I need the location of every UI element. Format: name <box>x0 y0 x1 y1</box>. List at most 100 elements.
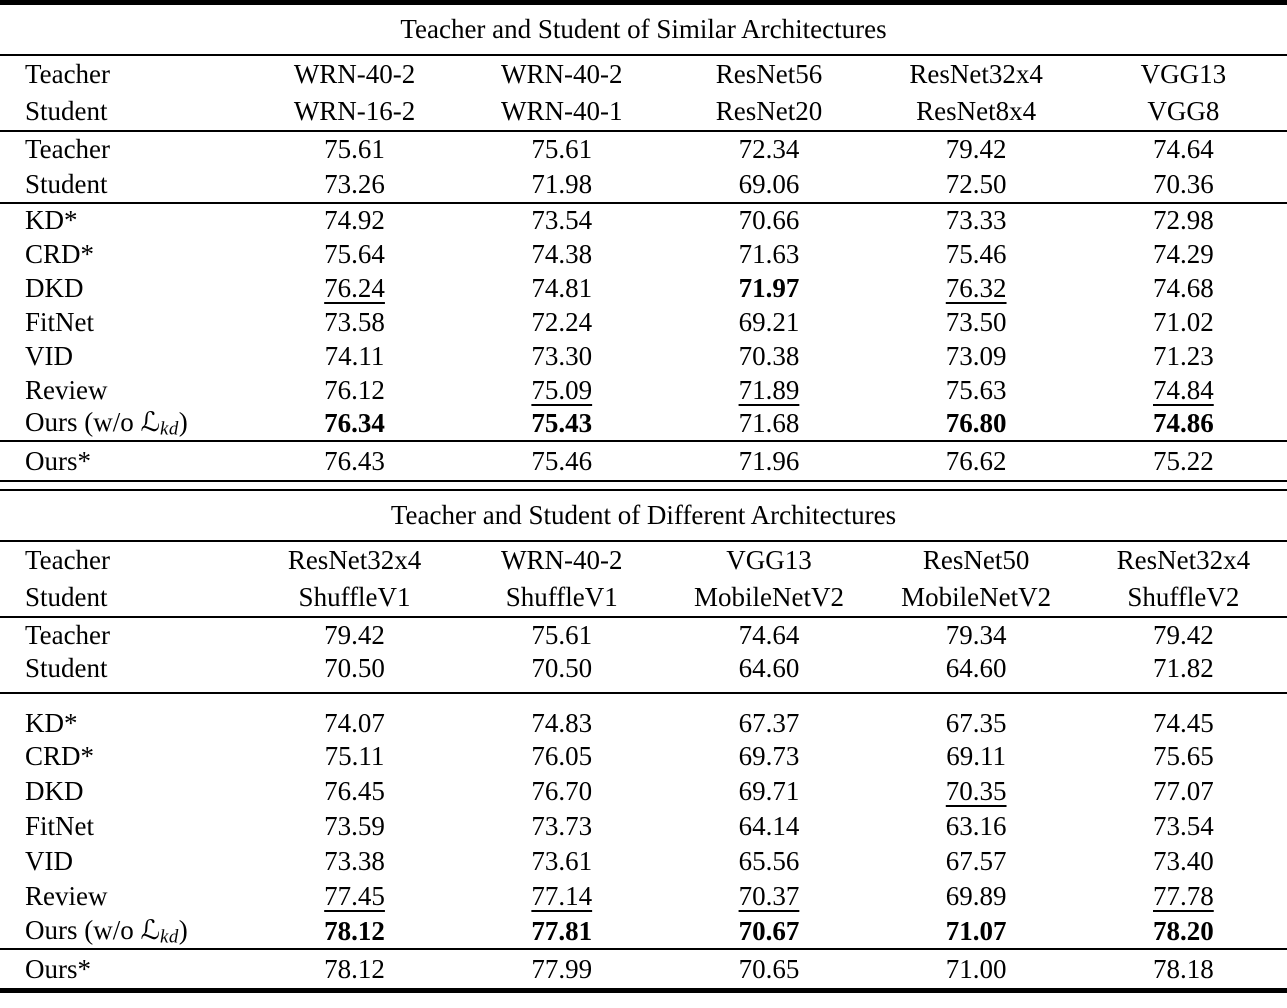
value-cell: 74.38 <box>531 238 593 269</box>
value-cell: 74.11 <box>324 340 385 371</box>
value-cell: 73.38 <box>324 846 385 877</box>
method-row: FitNet 73.59 73.73 64.14 63.16 73.54 <box>0 809 1287 844</box>
value-cell: 71.89 <box>738 374 800 405</box>
value-cell: 75.43 <box>531 408 593 439</box>
value-cell: VGG8 <box>1147 96 1220 126</box>
method-results-section: KD* 74.07 74.83 67.37 67.35 74.45 CRD* 75.11 76.… <box>0 692 1287 949</box>
value-cell: 75.09 <box>531 374 593 405</box>
method-label: Ours* <box>0 948 251 989</box>
loss-symbol: ℒ <box>140 407 160 438</box>
value-cell: 76.05 <box>531 741 593 772</box>
method-label: Teacher <box>0 616 251 654</box>
value-cell: 71.23 <box>1153 340 1214 371</box>
value-cell: 74.86 <box>1153 408 1214 439</box>
value-cell: 78.12 <box>324 915 385 946</box>
value-cell: WRN-40-2 <box>250 54 459 93</box>
value-cell: 72.24 <box>531 306 593 337</box>
value-cell: 72.50 <box>945 169 1007 199</box>
label-text: VID <box>25 340 73 371</box>
label-text: Ours (w/o <box>25 914 141 945</box>
value-cell: 73.26 <box>324 169 385 199</box>
method-label: Student <box>0 653 251 693</box>
final-row: Ours* 76.43 75.46 71.96 76.62 75.22 <box>0 440 1287 481</box>
value-cell: 76.34 <box>324 408 385 439</box>
value-cell: ShuffleV2 <box>1127 582 1240 613</box>
value-cell: 76.70 <box>531 776 593 807</box>
value-cell: 79.42 <box>1079 616 1287 654</box>
value-cell: 74.84 <box>1153 374 1214 405</box>
value-cell: 71.63 <box>738 238 800 269</box>
double-rule-divider <box>0 480 1287 492</box>
value-cell: 69.21 <box>738 306 800 337</box>
value-cell: MobileNetV2 <box>693 582 844 613</box>
value-cell: 77.81 <box>531 915 593 946</box>
baseline-row: Teacher 75.61 75.61 72.34 79.42 74.64 <box>0 130 1287 167</box>
value-cell: 75.61 <box>458 130 666 167</box>
label-text: Ours (w/o <box>25 407 141 437</box>
method-row: FitNet 73.58 72.24 69.21 73.50 71.02 <box>0 305 1287 339</box>
method-row: VID 74.11 73.30 70.38 73.09 71.23 <box>0 339 1287 373</box>
ours-star-section: Ours* 76.43 75.46 71.96 76.62 75.22 <box>0 440 1287 481</box>
baseline-row: Student 70.50 70.50 64.60 64.60 71.82 <box>0 653 1287 693</box>
label-text: Teacher <box>25 59 111 89</box>
method-label: VID <box>0 339 251 373</box>
value-cell: 67.35 <box>872 692 1080 740</box>
value-cell: 75.61 <box>458 616 666 654</box>
method-label: CRD* <box>0 237 251 271</box>
label-text: KD* <box>25 708 78 739</box>
label-text: ) <box>178 407 188 437</box>
method-label: Ours (w/o ℒkd) <box>0 407 251 441</box>
method-row: CRD* 75.64 74.38 71.63 75.46 74.29 <box>0 237 1287 271</box>
final-row: Ours* 78.12 77.99 70.65 71.00 78.18 <box>0 948 1287 989</box>
value-cell: WRN-16-2 <box>293 96 416 126</box>
value-cell: 73.40 <box>1153 846 1214 877</box>
label-text: Student <box>25 169 108 199</box>
table-title-section: Teacher and Student of Different Archite… <box>0 491 1287 543</box>
value-cell: 70.67 <box>738 915 800 946</box>
method-label: Student <box>0 93 251 131</box>
arch-row: Teacher ResNet32x4 WRN-40-2 VGG13 ResNet50 Re… <box>0 540 1287 580</box>
method-row: CRD* 75.11 76.05 69.73 69.11 75.65 <box>0 739 1287 774</box>
value-cell: 74.92 <box>250 202 459 237</box>
method-label: CRD* <box>0 739 251 774</box>
method-results-section: KD* 74.92 73.54 70.66 73.33 72.98 CRD* 75.64 74.… <box>0 202 1287 441</box>
value-cell: 76.24 <box>324 272 385 303</box>
value-cell: 74.83 <box>458 692 666 740</box>
value-cell: 77.99 <box>458 948 666 989</box>
value-cell: ResNet32x4 <box>250 540 459 580</box>
value-cell: ResNet20 <box>715 96 823 126</box>
value-cell: 72.98 <box>1079 202 1287 237</box>
value-cell: 63.16 <box>945 811 1007 842</box>
value-cell: 75.65 <box>1153 741 1214 772</box>
value-cell: 73.59 <box>324 811 385 842</box>
method-label: Review <box>0 879 251 914</box>
table-title-section: Teacher and Student of Similar Architect… <box>0 5 1287 56</box>
method-label: FitNet <box>0 305 251 339</box>
value-cell: WRN-40-2 <box>458 54 666 93</box>
value-cell: 75.61 <box>250 130 459 167</box>
method-row: VID 73.38 73.61 65.56 67.57 73.40 <box>0 844 1287 879</box>
label-text: KD* <box>25 205 78 235</box>
value-cell: 75.46 <box>458 440 666 481</box>
value-cell: 65.56 <box>738 846 800 877</box>
architecture-pairs-section: Teacher ResNet32x4 WRN-40-2 VGG13 ResNet50 Re… <box>0 540 1287 617</box>
ours-star-section: Ours* 78.12 77.99 70.65 71.00 78.18 <box>0 948 1287 989</box>
value-cell: WRN-40-2 <box>458 540 666 580</box>
label-text: Student <box>25 582 108 613</box>
value-cell: 64.60 <box>945 653 1007 684</box>
value-cell: ResNet50 <box>872 540 1080 580</box>
value-cell: 76.12 <box>324 374 385 405</box>
value-cell: 73.09 <box>945 340 1007 371</box>
method-label: Student <box>0 167 251 203</box>
value-cell: 77.07 <box>1153 776 1214 807</box>
value-cell: 76.80 <box>945 408 1007 439</box>
label-text: Ours* <box>25 953 91 984</box>
value-cell: 69.89 <box>945 881 1007 912</box>
value-cell: 79.42 <box>250 616 459 654</box>
value-cell: 70.36 <box>1153 169 1214 199</box>
baseline-row: Teacher 79.42 75.61 74.64 79.34 79.42 <box>0 616 1287 654</box>
value-cell: ShuffleV1 <box>298 582 411 613</box>
baseline-row: Student 73.26 71.98 69.06 72.50 70.36 <box>0 167 1287 203</box>
label-text: FitNet <box>25 306 95 337</box>
